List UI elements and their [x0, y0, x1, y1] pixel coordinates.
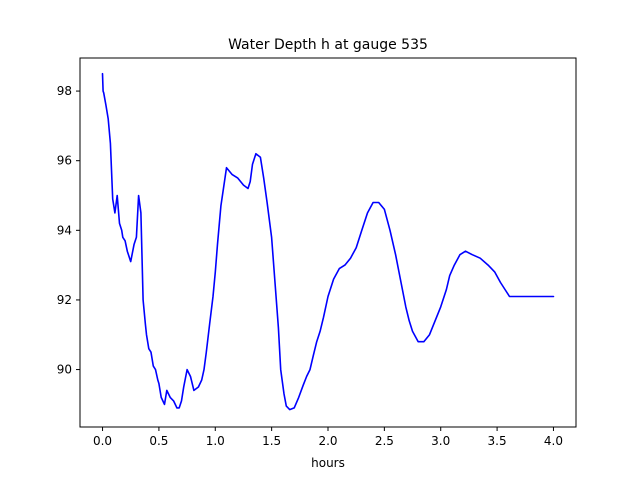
x-axis-ticks: 0.0 0.5 1.0 1.5 2.0 2.5 3.0 3.5 4.0 [93, 427, 563, 448]
x-tick-label: 3.0 [431, 434, 450, 448]
x-tick-label: 1.5 [262, 434, 281, 448]
x-tick-label: 2.5 [375, 434, 394, 448]
x-tick-label: 0.0 [93, 434, 112, 448]
y-tick-label: 90 [57, 363, 72, 377]
plot-area [101, 72, 555, 411]
x-tick-label: 0.5 [149, 434, 168, 448]
series-line-0 [101, 72, 555, 411]
axes-frame [79, 57, 577, 428]
x-axis-label: hours [311, 456, 345, 470]
y-tick-label: 94 [57, 223, 72, 237]
chart-title: Water Depth h at gauge 535 [228, 37, 428, 53]
x-tick-label: 2.0 [318, 434, 337, 448]
x-tick-label: 3.5 [488, 434, 507, 448]
x-tick-label: 4.0 [544, 434, 563, 448]
y-tick-label: 98 [57, 84, 72, 98]
x-tick-label: 1.0 [206, 434, 225, 448]
y-tick-label: 96 [57, 154, 72, 168]
y-axis-ticks: 90 92 94 96 98 [57, 84, 80, 377]
y-tick-label: 92 [57, 293, 72, 307]
